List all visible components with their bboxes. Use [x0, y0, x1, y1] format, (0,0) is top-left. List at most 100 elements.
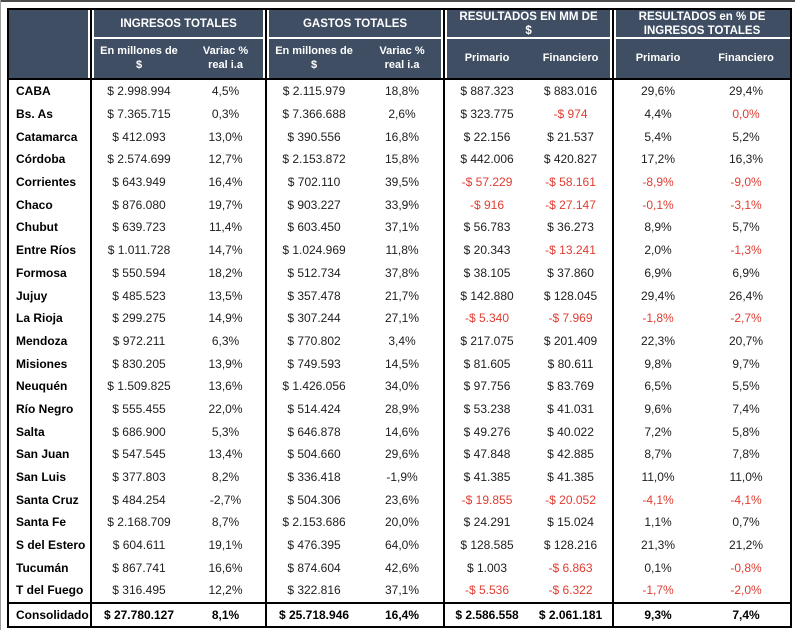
value-cell: 28,9% [385, 401, 420, 416]
value-cell: $ 42.885 [547, 447, 594, 462]
province-label: San Luis [16, 470, 67, 485]
value-cell: 3,4% [388, 333, 416, 348]
value-cell: $ 336.418 [265, 465, 362, 489]
value-cell: -1,9% [386, 470, 418, 485]
value-cell: $ 412.093 [90, 125, 186, 149]
value-cell: $ 512.734 [265, 261, 362, 285]
value-cell: -$ 27.147 [545, 197, 596, 212]
value-cell: $ 142.880 [443, 284, 530, 307]
table-row: Tucumán $ 867.741 16,6% $ 874.604 42,6% $ 1.0… [8, 556, 791, 580]
value-cell: $ 83.769 [547, 379, 594, 394]
value-cell: 5,3% [211, 424, 240, 439]
value-cell: 16,8% [385, 129, 420, 144]
table-row: Chubut $ 639.723 11,4% $ 603.450 37,1% $ 56.7… [8, 216, 791, 239]
value-cell: $ 883.016 [543, 84, 598, 99]
table-row: Río Negro $ 555.455 22,0% $ 514.424 28,9% $ 5… [8, 397, 791, 421]
value-cell: $ 217.075 [443, 329, 530, 353]
value-cell: -0,8% [730, 560, 762, 575]
value-cell: 16,3% [729, 152, 764, 167]
value-cell: $ 646.878 [265, 420, 362, 443]
value-cell: $ 887.323 [443, 79, 530, 103]
value-cell: 14,9% [208, 311, 243, 326]
value-cell: 2,6% [388, 107, 416, 122]
left-edge-line [0, 0, 1, 630]
value-cell: $ 476.395 [265, 533, 362, 557]
table-row: Salta $ 686.900 5,3% $ 646.878 14,6% $ 49.276… [8, 420, 791, 443]
top-edge-line [0, 0, 795, 2]
value-cell: 4,4% [612, 102, 703, 126]
value-cell: 29,4% [729, 84, 764, 99]
value-cell: $ 2.115.979 [265, 79, 362, 103]
value-cell: $ 1.011.728 [90, 238, 186, 262]
province-label: Bs. As [16, 107, 53, 122]
value-cell: $ 2.061.181 [529, 601, 614, 627]
province-label: Chubut [16, 220, 58, 235]
group-header-resultados-pct: RESULTADOS en % DE INGRESOS TOTALES [612, 9, 792, 39]
value-cell: $ 40.022 [547, 424, 594, 439]
province-label: Córdoba [16, 152, 66, 167]
value-cell: $ 377.803 [90, 465, 186, 489]
value-cell: $ 1.003 [443, 556, 530, 580]
value-cell: 16,6% [208, 560, 243, 575]
table-row: Entre Ríos $ 1.011.728 14,7% $ 1.024.969 11,… [8, 238, 791, 262]
value-cell: $ 25.718.946 [265, 601, 362, 627]
value-cell: 21,3% [612, 533, 703, 557]
value-cell: $ 41.031 [547, 401, 594, 416]
province-label: Misiones [16, 356, 68, 371]
value-cell: 5,8% [732, 424, 760, 439]
value-cell: 37,1% [385, 583, 420, 598]
value-cell: 9,7% [732, 356, 760, 371]
table-row: Corrientes $ 643.949 16,4% $ 702.110 39,5% -$… [8, 170, 791, 194]
value-cell: $ 2.574.699 [90, 148, 186, 171]
value-cell: -9,0% [730, 175, 762, 190]
table-row: San Luis $ 377.803 8,2% $ 336.418 -1,9% $ 41.… [8, 465, 791, 489]
province-label: Santa Fe [16, 515, 67, 530]
col-header-resultado-mm-financiero: Financiero [529, 39, 614, 79]
value-cell: -$ 6.322 [548, 583, 593, 598]
value-cell: $ 27.780.127 [90, 601, 186, 627]
value-cell: 8,7% [211, 515, 240, 530]
value-cell: 18,2% [208, 265, 243, 280]
value-cell: 29,6% [612, 79, 703, 103]
value-cell: 7,4% [732, 401, 760, 416]
value-cell: $ 307.244 [265, 306, 362, 330]
value-cell: 11,4% [208, 220, 243, 235]
table-row: Neuquén $ 1.509.825 13,6% $ 1.426.056 34,0% $… [8, 374, 791, 398]
value-cell: -2,7% [209, 492, 242, 507]
value-cell: $ 21.537 [547, 129, 594, 144]
value-cell: $ 323.775 [443, 102, 530, 126]
group-header-row: INGRESOS TOTALES GASTOS TOTALES RESULTAD… [8, 9, 792, 79]
value-cell: $ 20.343 [443, 238, 530, 262]
value-cell: -0,1% [612, 193, 703, 217]
value-cell: 19,7% [208, 197, 243, 212]
value-cell: $ 2.153.686 [265, 511, 362, 534]
value-cell: 4,5% [211, 84, 240, 99]
table-row: San Juan $ 547.545 13,4% $ 504.660 29,6% $ 47… [8, 443, 791, 466]
value-cell: -3,1% [730, 197, 762, 212]
value-cell: 14,6% [385, 424, 420, 439]
value-cell: 11,8% [385, 243, 419, 258]
value-cell: $ 420.827 [543, 152, 598, 167]
table-row: Jujuy $ 485.523 13,5% $ 357.478 21,7% $ 142.8… [8, 284, 791, 307]
value-cell: $ 1.024.969 [265, 238, 362, 262]
value-cell: 27,1% [385, 311, 420, 326]
value-cell: -8,9% [612, 170, 703, 194]
province-label: Chaco [16, 197, 53, 212]
value-cell: -1,8% [612, 306, 703, 330]
value-cell: $ 702.110 [265, 170, 362, 194]
value-cell: 64,0% [385, 538, 420, 553]
province-label: S del Estero [16, 538, 86, 553]
value-cell: $ 24.291 [443, 511, 530, 534]
value-cell: 19,1% [208, 538, 243, 553]
value-cell: 22,3% [612, 329, 703, 353]
value-cell: $ 299.275 [90, 306, 186, 330]
value-cell: 14,5% [385, 356, 420, 371]
value-cell: -$ 6.863 [548, 560, 593, 575]
table-row: Catamarca $ 412.093 13,0% $ 390.556 16,8% $ 2… [8, 125, 791, 149]
col-header-ingresos-variacion: Variac % real i.a [186, 39, 267, 79]
value-cell: $ 128.216 [543, 538, 598, 553]
value-cell: $ 830.205 [90, 352, 186, 375]
value-cell: 9,8% [612, 352, 703, 375]
value-cell: $ 97.756 [443, 374, 530, 398]
value-cell: $ 770.802 [265, 329, 362, 353]
